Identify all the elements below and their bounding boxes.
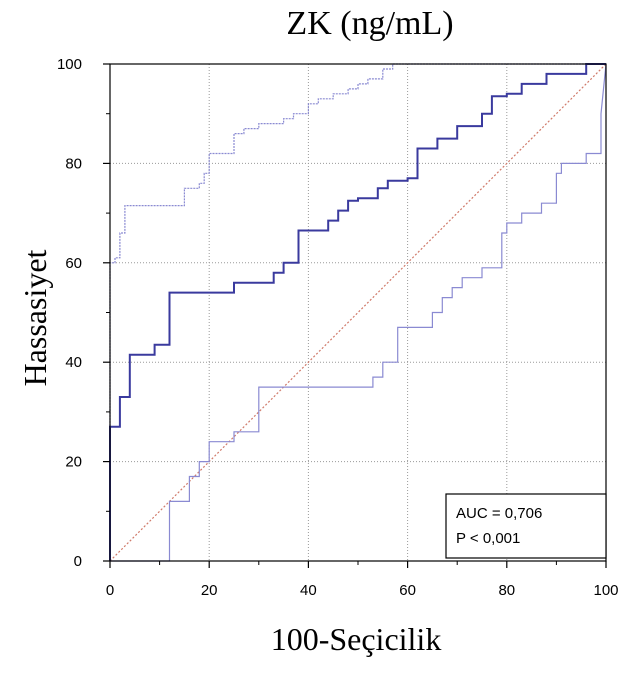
x-tick-label: 100 bbox=[593, 582, 618, 599]
legend-p-value: P < 0,001 bbox=[456, 530, 520, 547]
series-layer bbox=[109, 63, 607, 562]
chart-title: ZK (ng/mL) bbox=[286, 5, 453, 42]
legend-frame bbox=[445, 493, 607, 559]
y-tick-label: 80 bbox=[65, 155, 82, 172]
legend-auc: AUC = 0,706 bbox=[456, 505, 542, 522]
x-tick-label: 0 bbox=[106, 582, 114, 599]
x-axis-label: 100-Seçicilik bbox=[271, 621, 442, 657]
y-tick-label: 0 bbox=[74, 553, 82, 570]
x-tick-label: 60 bbox=[399, 582, 416, 599]
y-axis-label: Hassasiyet bbox=[17, 249, 53, 386]
reference-diagonal-line bbox=[109, 63, 607, 562]
y-tick-label: 20 bbox=[65, 454, 82, 471]
upper-confidence-bound-line bbox=[109, 63, 606, 561]
y-tick-label: 100 bbox=[57, 56, 82, 73]
auc-legend-box: AUC = 0,706 P < 0,001 bbox=[445, 493, 607, 559]
roc-curve-line bbox=[109, 63, 606, 561]
y-tick-label: 60 bbox=[65, 255, 82, 272]
y-tick-label: 40 bbox=[65, 354, 82, 371]
axis-ticks: 0 20 40 60 80 100 0 20 40 60 80 100 bbox=[57, 56, 619, 599]
x-tick-label: 40 bbox=[300, 582, 317, 599]
lower-confidence-bound-line bbox=[110, 63, 607, 562]
grid bbox=[110, 64, 606, 561]
x-tick-label: 80 bbox=[498, 582, 515, 599]
x-tick-label: 20 bbox=[201, 582, 218, 599]
